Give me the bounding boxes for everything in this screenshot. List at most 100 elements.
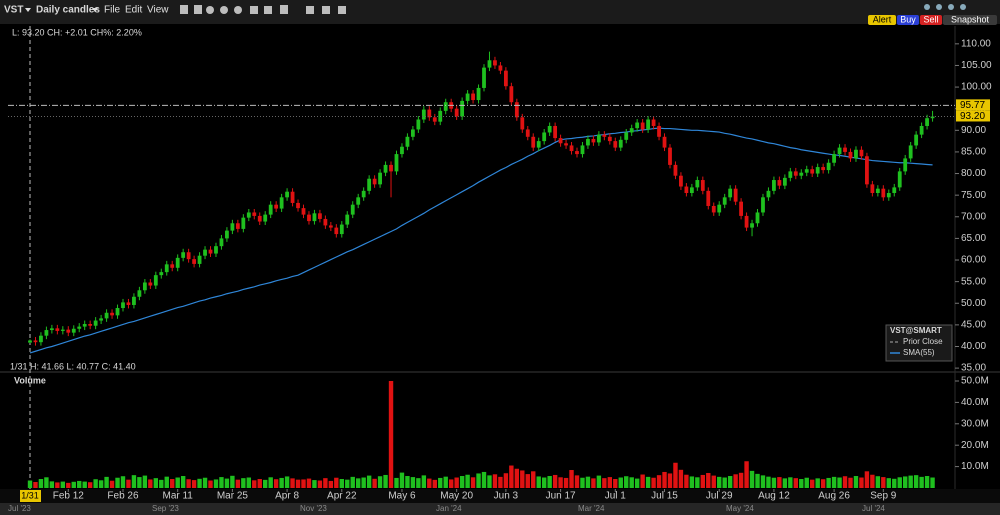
candle-body (520, 117, 525, 130)
volume-bar (27, 480, 33, 488)
menu-view[interactable]: View (147, 5, 169, 16)
candle-body (296, 202, 300, 209)
volume-bar (164, 476, 169, 488)
volume-bar (148, 479, 153, 488)
toolbar-icons[interactable] (180, 5, 346, 14)
candle-body (328, 225, 333, 228)
volume-bar (410, 477, 416, 488)
legend-entry: Prior Close (903, 337, 943, 346)
candle-body (750, 223, 754, 228)
volume-bar (405, 476, 410, 488)
x-tick-label: May 6 (388, 491, 416, 502)
x-tick-label: Jul 15 (651, 491, 678, 502)
candle-body (536, 141, 541, 148)
volume-bar (268, 477, 273, 488)
candle-body (914, 134, 919, 146)
volume-bar (810, 479, 815, 488)
volume-bar (853, 476, 859, 488)
candle-body (334, 227, 339, 235)
volume-bar (930, 477, 935, 488)
candle-body (307, 214, 311, 222)
volume-bar (722, 477, 727, 488)
sell-button[interactable] (920, 15, 942, 25)
volume-bar (700, 474, 706, 488)
volume-bar (82, 481, 87, 488)
volume-bar (520, 470, 525, 488)
sell-label[interactable]: Sell (923, 14, 938, 24)
volume-bar (924, 476, 930, 488)
candle-body (99, 318, 104, 321)
dropdown-icon[interactable] (92, 8, 98, 12)
candle-body (493, 60, 497, 66)
volume-bar (312, 480, 317, 488)
volume-bar (49, 481, 55, 488)
last-price-label: 93.20 (960, 111, 985, 122)
navigator[interactable] (0, 503, 1000, 515)
volume-bar (755, 473, 760, 488)
x-tick-label: Sep 9 (870, 491, 897, 502)
volume-bar (547, 476, 552, 488)
candle-body (405, 136, 410, 147)
candle-body (55, 328, 60, 331)
menu-file[interactable]: File (104, 5, 121, 16)
snapshot-button[interactable] (943, 15, 997, 25)
candle-body (525, 129, 530, 137)
candle-body (722, 197, 727, 205)
snapshot-label[interactable]: Snapshot (951, 14, 990, 24)
y-tick-label: 105.00 (961, 60, 992, 71)
volume-bar (782, 478, 788, 488)
candle-body (821, 167, 826, 171)
navigator-label: Jul '24 (862, 504, 885, 513)
y-tick-label: 45.00 (961, 320, 986, 331)
candle-body (28, 340, 32, 343)
candle-body (843, 147, 847, 152)
symbol[interactable]: VST (4, 5, 23, 16)
candle-body (115, 308, 120, 316)
candle-body (569, 145, 574, 152)
y-tick-label: 90.00 (961, 125, 986, 136)
candle-body (503, 70, 508, 87)
y-tick-label: 85.00 (961, 147, 986, 158)
dropdown-icon[interactable] (25, 8, 31, 12)
volume-bar (377, 476, 383, 488)
period[interactable]: Daily candles (36, 5, 100, 16)
candle-body (848, 151, 853, 159)
volume-bar (470, 477, 476, 488)
candle-body (132, 296, 136, 305)
legend (885, 324, 953, 362)
candle-body (356, 197, 361, 205)
candle-body (110, 312, 114, 316)
candle-body (214, 246, 218, 254)
volume-bar (465, 474, 470, 488)
y-tick-label: 100.00 (961, 82, 992, 93)
volume-bar (897, 477, 902, 488)
prior-close-label: 95.77 (960, 100, 985, 111)
candle-body (208, 249, 213, 254)
candle-body (482, 67, 486, 88)
candle-body (383, 164, 388, 173)
volume-bar (356, 478, 361, 488)
alert-button[interactable] (868, 15, 896, 25)
volume-bar (438, 477, 443, 488)
volume-bar (711, 475, 716, 488)
volume-bar (591, 478, 596, 488)
buy-label[interactable]: Buy (900, 14, 916, 24)
volume-bar (131, 475, 137, 488)
window-icons[interactable] (924, 4, 966, 10)
menu-edit[interactable]: Edit (125, 5, 142, 16)
volume-bar (126, 479, 131, 488)
volume-bar (476, 473, 481, 488)
volume-bar (831, 476, 837, 488)
alert-label[interactable]: Alert (873, 14, 892, 24)
volume-bar (416, 478, 421, 488)
candle-body (744, 215, 749, 228)
candle-body (930, 116, 935, 119)
volume-bar (208, 480, 213, 488)
candle-body (892, 187, 897, 194)
buy-button[interactable] (897, 15, 919, 25)
volume-bar (44, 477, 49, 488)
sma-line (29, 127, 933, 354)
volume-bar (919, 476, 924, 488)
volume-bar (771, 477, 777, 488)
